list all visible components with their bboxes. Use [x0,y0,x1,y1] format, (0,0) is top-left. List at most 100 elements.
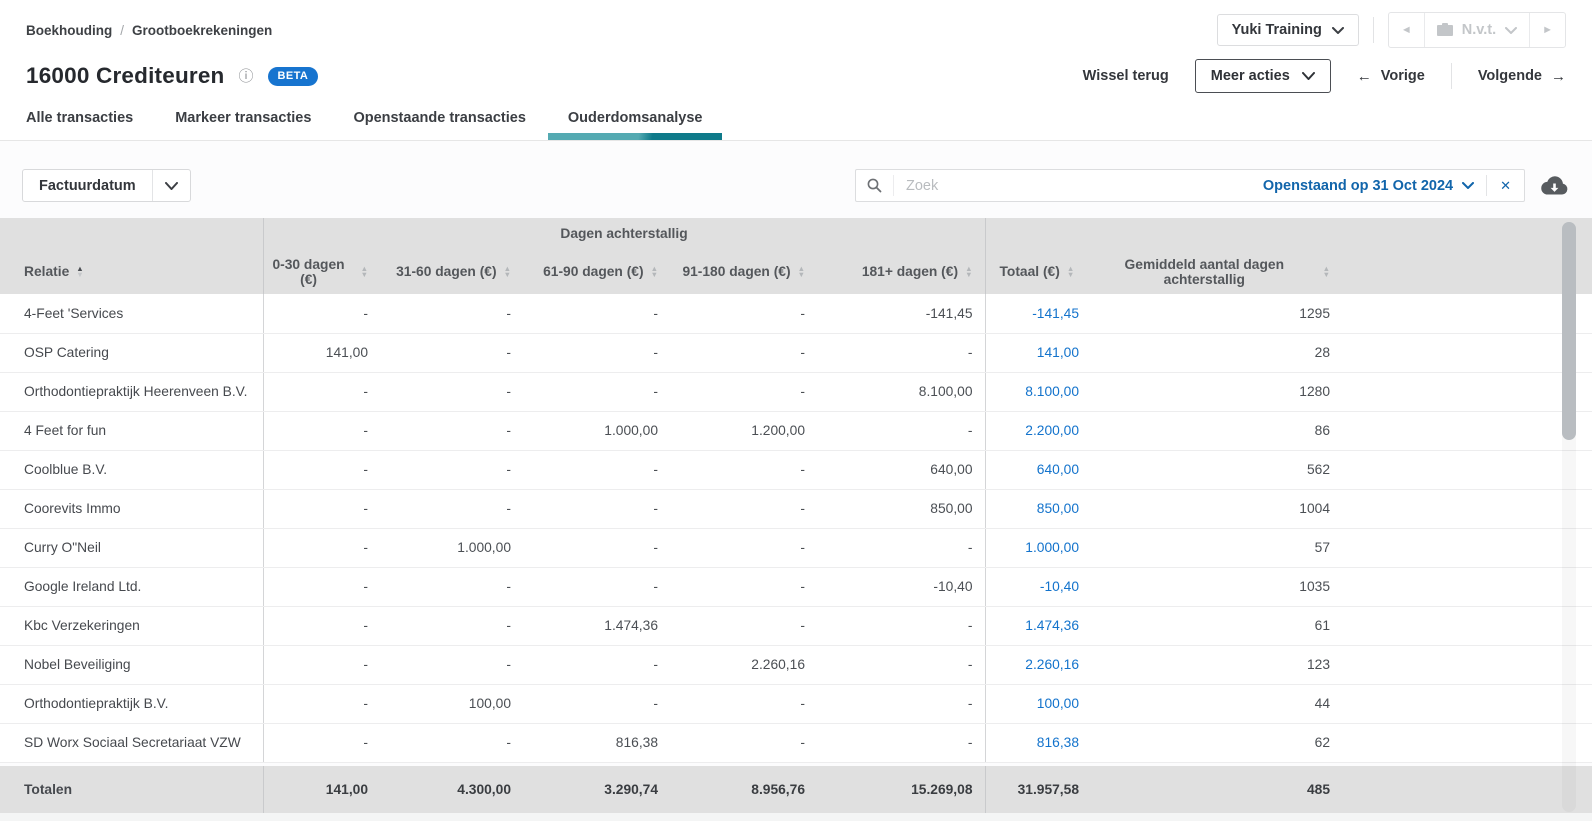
clear-filter-button[interactable]: ✕ [1486,175,1524,196]
totaal-link[interactable]: 2.200,00 [1025,423,1079,438]
amount-cell: - [533,450,680,490]
table-row: Google Ireland Ltd. - - - - -10,40 -10,40 1035 [0,567,1592,607]
totaal-link[interactable]: 816,38 [1036,735,1079,750]
amount-cell: - [263,528,390,568]
table-row: Orthodontiepraktijk Heerenveen B.V. - - - -8… [0,372,1592,412]
amount-cell: 816,38 [533,723,680,763]
date-type-caret[interactable] [151,170,190,201]
totaal-link[interactable]: 1.000,00 [1025,540,1079,555]
sort-icon: ▲ ▼ [1066,264,1075,279]
horizontal-scrollbar [0,813,1592,821]
briefcase-icon [1436,23,1453,36]
relatie-cell: 4 Feet for fun [0,411,264,451]
amount-cell: 8.100,00 [827,372,985,412]
column-header-relatie[interactable]: Relatie ▲ ▼ [0,249,264,294]
column-header-filler [1355,249,1592,294]
amount-cell: - [263,294,390,334]
breadcrumb-grootboekrekeningen[interactable]: Grootboekrekeningen [132,22,273,38]
column-header-61-90[interactable]: 61-90 dagen (€) ▲ ▼ [533,249,680,294]
page-title: 16000 Crediteuren [26,63,225,88]
totaal-cell: 2.260,16 [984,645,1093,685]
group-header-dagen-achterstallig: Dagen achterstallig [263,218,985,249]
totals-181plus: 15.269,08 [827,766,985,813]
aging-table-body: 4-Feet 'Services - - - - -141,45 -141,45 1295 OS… [0,294,1592,763]
relatie-cell: Nobel Beveiliging [0,645,264,685]
amount-cell: 850,00 [827,489,985,529]
totals-31-60: 4.300,00 [390,766,533,813]
gemiddeld-cell: 61 [1093,606,1355,646]
vertical-scrollbar-thumb[interactable] [1562,222,1576,440]
totaal-link[interactable]: 1.474,36 [1025,618,1079,633]
table-row: Nobel Beveiliging - - -2.260,16-2.260,16 123 [0,645,1592,685]
amount-cell: - [827,684,985,724]
amount-cell: - [827,606,985,646]
breadcrumb-boekhouding[interactable]: Boekhouding [26,22,113,38]
amount-cell: - [680,723,827,763]
column-header-31-60[interactable]: 31-60 dagen (€) ▲ ▼ [390,249,533,294]
search-input[interactable] [894,177,1263,194]
filler-cell [1355,567,1592,607]
info-icon[interactable]: ⓘ [238,67,254,85]
totaal-link[interactable]: -10,40 [1039,579,1079,594]
amount-cell: - [263,723,390,763]
totaal-link[interactable]: 640,00 [1036,462,1079,477]
totaal-link[interactable]: 2.260,16 [1025,657,1079,672]
amount-cell: - [533,528,680,568]
relatie-cell: 4-Feet 'Services [0,294,264,334]
previous-period-button[interactable]: ◄ [1400,24,1412,36]
wissel-terug-button[interactable]: Wissel terug [1082,68,1169,84]
table-row: Orthodontiepraktijk B.V. -100,00- - -100,00… [0,684,1592,724]
amount-cell: - [390,723,533,763]
amount-cell: 1.000,00 [533,411,680,451]
period-dropdown[interactable]: N.v.t. [1423,13,1531,47]
relatie-cell: OSP Catering [0,333,264,373]
tab-openstaande-transacties[interactable]: Openstaande transacties [353,110,526,126]
totaal-link[interactable]: 8.100,00 [1025,384,1079,399]
amount-cell: 141,00 [263,333,390,373]
chevron-down-icon [1301,72,1315,80]
gemiddeld-cell: 123 [1093,645,1355,685]
download-cloud-icon[interactable] [1541,175,1568,197]
next-period-button[interactable]: ► [1542,24,1553,36]
relatie-cell: Orthodontiepraktijk Heerenveen B.V. [0,372,264,412]
totaal-link[interactable]: 850,00 [1036,501,1079,516]
totaal-cell: 816,38 [984,723,1093,763]
amount-cell: -141,45 [827,294,985,334]
volgende-button[interactable]: Volgende → [1478,68,1566,85]
tab-alle-transacties[interactable]: Alle transacties [26,110,134,126]
amount-cell: - [263,567,390,607]
gemiddeld-cell: 1280 [1093,372,1355,412]
totaal-cell: 1.000,00 [984,528,1093,568]
gemiddeld-cell: 1035 [1093,567,1355,607]
vorige-button[interactable]: ← Vorige [1357,68,1425,85]
amount-cell: 2.260,16 [680,645,827,685]
amount-cell: 1.474,36 [533,606,680,646]
administration-dropdown[interactable]: Yuki Training [1216,14,1359,46]
meer-acties-button[interactable]: Meer acties [1194,59,1331,93]
totaal-link[interactable]: 141,00 [1036,345,1079,360]
date-type-label[interactable]: Factuurdatum [39,177,136,194]
tab-ouderdomsanalyse[interactable]: Ouderdomsanalyse [547,110,723,140]
amount-cell: - [390,645,533,685]
relatie-cell: Coolblue B.V. [0,450,264,490]
column-header-totaal[interactable]: Totaal (€) ▲ ▼ [984,249,1093,294]
table-row: Coolblue B.V. - - - -640,00 640,00 562 [0,450,1592,490]
amount-cell: - [390,372,533,412]
chevron-down-icon [164,181,178,190]
amount-cell: - [827,411,985,451]
totaal-cell: 2.200,00 [984,411,1093,451]
sort-icon: ▲ ▼ [76,264,84,279]
volgende-label: Volgende [1477,68,1542,84]
filler-cell [1355,294,1592,334]
totaal-link[interactable]: -141,45 [1032,305,1079,321]
table-row: 4 Feet for fun - -1.000,00 1.200,00-2.200,0… [0,411,1592,451]
openstaand-filter-dropdown[interactable]: Openstaand op 31 Oct 2024 [1263,178,1486,194]
tab-markeer-transacties[interactable]: Markeer transacties [175,110,312,126]
totaal-link[interactable]: 100,00 [1036,696,1079,711]
column-header-gemiddeld[interactable]: Gemiddeld aantal dagen achterstallig ▲ ▼ [1093,249,1355,294]
column-header-91-180[interactable]: 91-180 dagen (€) ▲ ▼ [680,249,827,294]
amount-cell: - [827,723,985,763]
column-header-181plus[interactable]: 181+ dagen (€) ▲ ▼ [827,249,985,294]
amount-cell: - [827,333,985,373]
column-header-0-30[interactable]: 0-30 dagen (€) ▲ ▼ [263,249,390,294]
